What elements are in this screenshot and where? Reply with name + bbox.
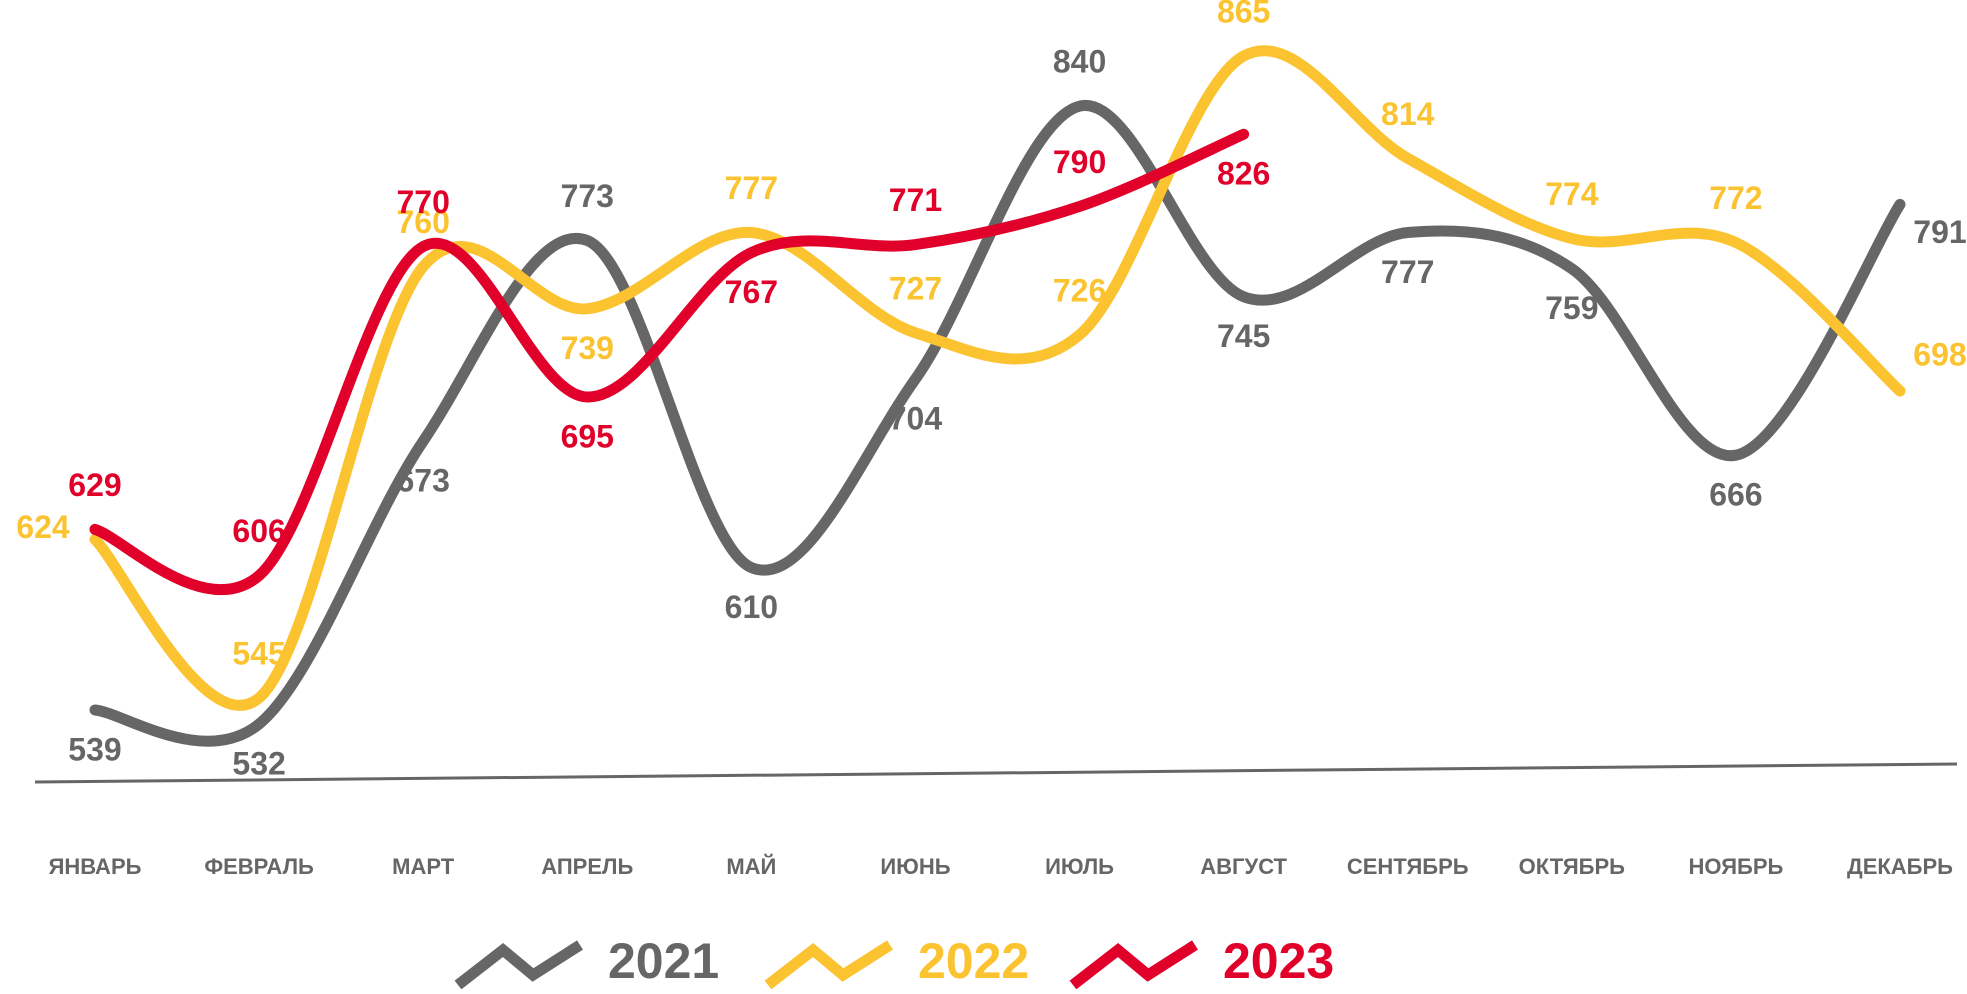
- data-label: 826: [1217, 156, 1270, 192]
- x-tick-label: ФЕВРАЛЬ: [204, 854, 314, 879]
- data-label: 777: [1381, 254, 1434, 290]
- x-tick-label: НОЯБРЬ: [1688, 854, 1783, 879]
- data-label: 739: [561, 330, 614, 366]
- data-label: 629: [68, 467, 121, 503]
- x-tick-label: СЕНТЯБРЬ: [1347, 854, 1469, 879]
- data-label: 790: [1053, 144, 1106, 180]
- data-label: 767: [725, 274, 778, 310]
- data-label: 727: [889, 270, 942, 306]
- data-label: 840: [1053, 44, 1106, 80]
- baseline: [34, 762, 1958, 784]
- line: [89, 45, 1906, 711]
- x-tick-label: ОКТЯБРЬ: [1519, 854, 1626, 879]
- data-label: 545: [232, 635, 285, 671]
- data-label: 745: [1217, 318, 1270, 354]
- data-label: 774: [1545, 176, 1599, 212]
- data-label: 770: [396, 184, 449, 220]
- line: [89, 100, 1906, 747]
- x-tick-label: АВГУСТ: [1200, 854, 1287, 879]
- data-label: 814: [1381, 96, 1435, 132]
- data-label: 726: [1053, 272, 1106, 308]
- x-tick-label: АПРЕЛЬ: [541, 854, 633, 879]
- x-tick-label: ИЮЛЬ: [1045, 854, 1114, 879]
- x-tick-label: МАЙ: [726, 854, 776, 879]
- data-label: 760: [396, 204, 449, 240]
- data-label: 771: [889, 182, 942, 218]
- legend-label: 2022: [918, 933, 1029, 989]
- data-label: 704: [889, 400, 943, 436]
- data-label: 539: [68, 731, 121, 767]
- data-label: 695: [561, 418, 614, 454]
- data-label: 772: [1709, 180, 1762, 216]
- legend-icon: [1069, 940, 1198, 990]
- x-tick-label: ДЕКАБРЬ: [1847, 854, 1953, 879]
- legend-label: 2023: [1223, 933, 1334, 989]
- data-label: 791: [1913, 214, 1966, 250]
- data-label: 759: [1545, 290, 1598, 326]
- data-label: 606: [232, 513, 285, 549]
- data-label: 532: [232, 745, 285, 781]
- legend-icon: [764, 940, 893, 990]
- data-label: 698: [1913, 336, 1966, 372]
- data-label: 865: [1217, 0, 1270, 29]
- x-tick-label: МАРТ: [392, 854, 455, 879]
- data-label: 624: [16, 509, 70, 545]
- data-label: 773: [561, 178, 614, 214]
- data-label: 666: [1709, 477, 1762, 513]
- line: [89, 128, 1250, 596]
- data-label: 777: [725, 170, 778, 206]
- legend-icon: [454, 940, 583, 990]
- legend-label: 2021: [608, 933, 719, 989]
- x-tick-label: ЯНВАРЬ: [49, 854, 142, 879]
- x-tick-label: ИЮНЬ: [880, 854, 950, 879]
- data-label: 610: [725, 589, 778, 625]
- data-label: 673: [396, 463, 449, 499]
